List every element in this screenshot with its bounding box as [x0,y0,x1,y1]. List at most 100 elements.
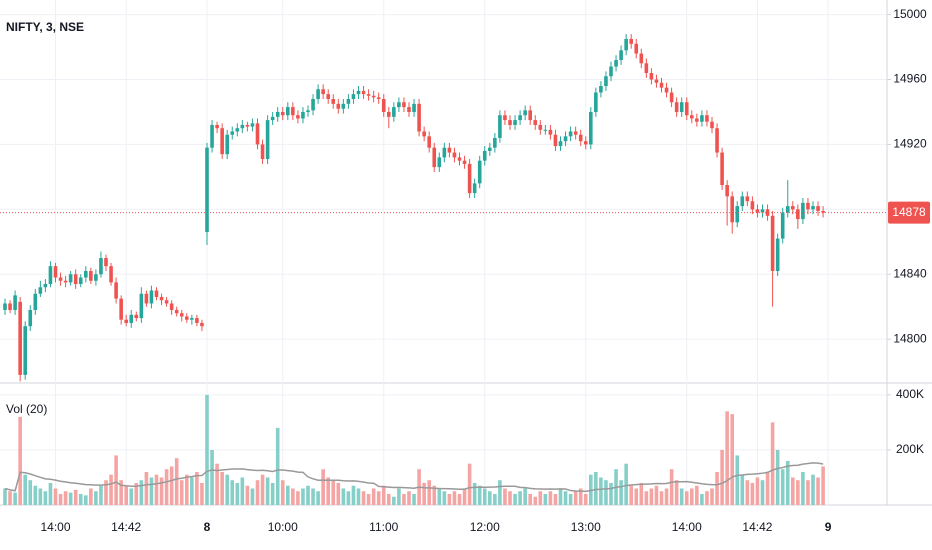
candle-body [811,206,815,210]
candle-body [220,128,224,155]
volume-bar [407,491,411,505]
y-tick-label: 14960 [893,72,927,86]
x-tick-label: 13:00 [571,520,601,534]
candle-body [780,212,785,239]
candle-body [513,120,517,125]
candle-body [412,103,416,112]
candle-body [366,94,371,96]
volume-bar [63,491,68,505]
volume-bar [220,471,224,505]
candle-body [179,313,184,317]
candle-body [129,314,134,323]
volume-bar [679,488,684,505]
volume-bar [33,485,38,505]
volume-bar [84,495,88,505]
candle-body [154,290,159,297]
candle-body [119,298,123,320]
volume-bar [604,480,608,505]
candle-body [705,115,709,122]
volume-bar [311,488,315,505]
x-tick-label: 14:42 [742,520,772,534]
volume-bar [725,411,729,505]
volume-bar [558,488,563,505]
volume-bar [245,485,250,505]
volume-bar [715,471,719,505]
volume-bar [286,485,290,505]
candle-body [149,290,154,304]
volume-bar [750,482,755,505]
volume-bar [397,488,401,505]
volume-bar [149,477,154,505]
candle-body [174,309,179,314]
candle-body [801,202,805,220]
candle-body [785,206,790,213]
volume-bar [235,482,240,505]
candle-body [629,38,633,44]
candle-body [311,98,315,111]
candle-body [250,123,255,127]
candle-body [715,128,719,153]
candle-body [260,144,265,160]
candle-body [185,316,189,320]
volume-bar [821,466,825,505]
volume-bar [280,480,285,505]
volume-bar [508,491,512,505]
candle-body [316,89,320,99]
volume-bar [573,491,578,505]
candle-body [816,206,820,211]
candle-body [109,266,113,283]
volume-bar [644,491,649,505]
candle-body [503,115,507,121]
candle-body [457,157,462,161]
candle-body [644,63,649,74]
candle-body [104,258,108,267]
candle-body [225,134,229,155]
candle-body [568,131,573,137]
volume-bar [745,480,750,505]
x-tick-label: 14:00 [40,520,70,534]
volume-bar [624,463,628,505]
candle-body [205,147,209,233]
volume-bar [366,493,371,505]
volume-bar [427,480,431,505]
volume-bar [695,485,699,505]
last-price-label: 14878 [892,205,926,219]
candle-body [38,287,43,294]
candle-body [159,296,164,301]
candle-body [326,94,330,99]
candle-body [356,90,361,95]
volume-bar [553,493,558,505]
volume-bar [316,491,320,505]
candle-body [508,120,512,125]
candle-body [548,129,553,135]
candle-body [659,82,664,88]
candle-body [528,110,532,121]
volume-bar [796,480,800,505]
candle-body [594,92,598,112]
volume-bar [275,427,280,505]
candle-body [23,326,27,375]
candle-body [407,107,411,112]
candle-body [73,274,78,285]
volume-bar [306,485,310,505]
volume-bar [134,482,139,505]
volume-bar [195,471,199,505]
volume-bar [341,488,346,505]
volume-bar [775,449,780,505]
candle-body [750,201,755,210]
volume-bar [765,471,770,505]
volume-bar [518,491,522,505]
volume-bar [684,491,689,505]
volume-bar [371,488,376,505]
candle-body [558,141,563,147]
volume-bar [528,493,532,505]
volume-bar [23,474,27,505]
grid [0,0,887,505]
candle-body [664,87,669,93]
candle-body [275,111,280,117]
y-tick-label: 15000 [893,7,927,21]
volume-bar [578,488,583,505]
volume-bar [144,471,149,505]
candle-body [609,66,613,77]
volume-bar [583,493,588,505]
